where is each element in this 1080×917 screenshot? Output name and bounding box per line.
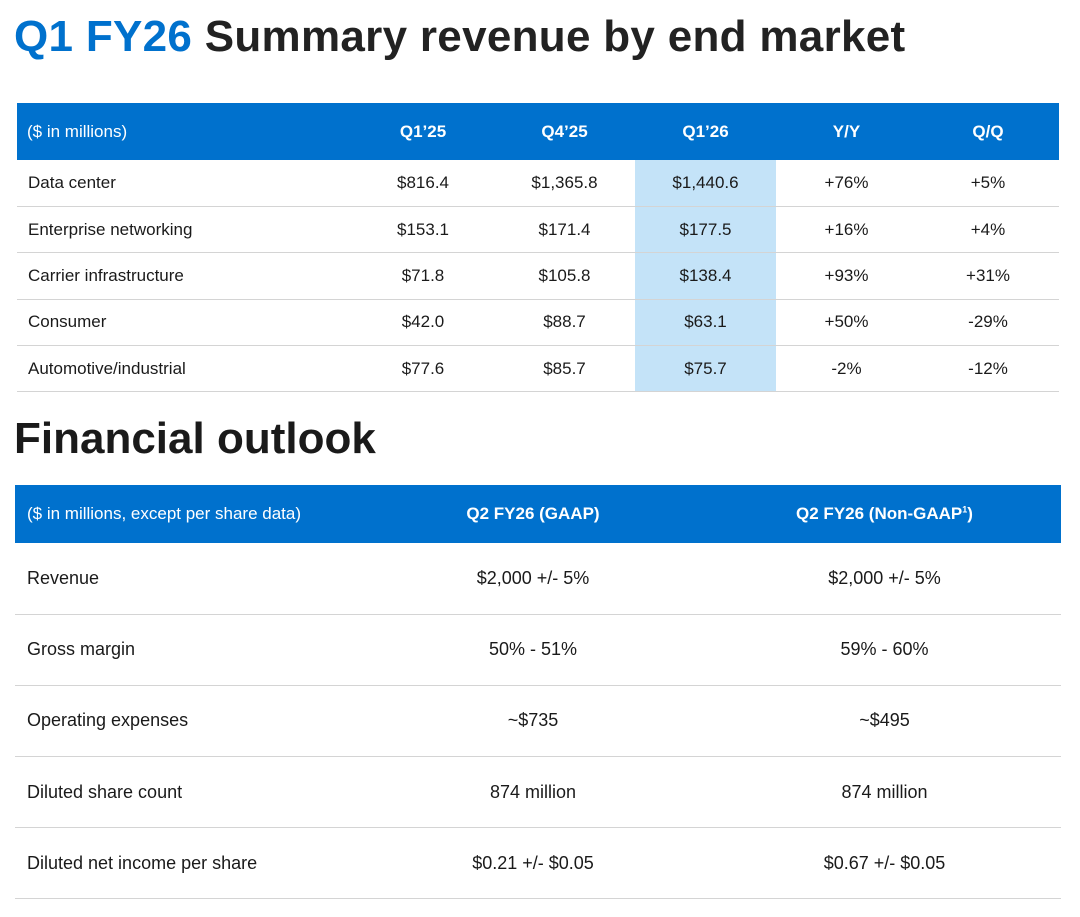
row-label: Data center [17,160,352,207]
cell-non-gaap: $2,000 +/- 5% [708,543,1061,615]
row-label: Gross margin [15,614,358,686]
revenue-header-units: ($ in millions) [17,103,352,160]
cell-yy: -2% [776,345,917,393]
cell-q4-25: $85.7 [494,345,635,393]
cell-non-gaap: $0.67 +/- $0.05 [708,827,1061,900]
revenue-header-q1-26: Q1’26 [635,103,776,160]
cell-q1-26: $138.4 [635,252,776,300]
table-row: Diluted share count 874 million 874 mill… [15,756,1061,829]
outlook-header-gaap: Q2 FY26 (GAAP) [358,485,708,543]
revenue-header-yy: Y/Y [776,103,917,160]
cell-q1-26: $1,440.6 [635,160,776,207]
outlook-header-units: ($ in millions, except per share data) [15,485,358,543]
cell-qq: +31% [917,252,1059,300]
table-row: Enterprise networking $153.1 $171.4 $177… [17,206,1059,254]
cell-q1-25: $77.6 [352,345,494,393]
cell-gaap: $2,000 +/- 5% [358,543,708,615]
table-row: Automotive/industrial $77.6 $85.7 $75.7 … [17,345,1059,393]
table-row: Operating expenses ~$735 ~$495 [15,685,1061,758]
table-row: Gross margin 50% - 51% 59% - 60% [15,614,1061,686]
cell-q1-25: $153.1 [352,206,494,254]
revenue-by-end-market-table: ($ in millions) Q1’25 Q4’25 Q1’26 Y/Y Q/… [17,103,1059,393]
row-label: Carrier infrastructure [17,252,352,300]
cell-gaap: ~$735 [358,685,708,758]
row-label: Diluted net income per share [15,827,358,900]
row-label: Automotive/industrial [17,345,352,393]
table-row: Diluted net income per share $0.21 +/- $… [15,827,1061,900]
cell-q1-26: $75.7 [635,345,776,393]
row-label: Consumer [17,299,352,347]
cell-q1-25: $816.4 [352,160,494,207]
cell-q1-25: $71.8 [352,252,494,300]
row-label: Enterprise networking [17,206,352,254]
cell-yy: +50% [776,299,917,347]
outlook-header-non-gaap: Q2 FY26 (Non-GAAP1) [708,485,1061,543]
cell-q4-25: $1,365.8 [494,160,635,207]
revenue-header-q4-25: Q4’25 [494,103,635,160]
cell-qq: +5% [917,160,1059,207]
cell-yy: +16% [776,206,917,254]
cell-gaap: $0.21 +/- $0.05 [358,827,708,900]
cell-qq: +4% [917,206,1059,254]
outlook-header-non-gaap-label: Q2 FY26 (Non-GAAP [796,504,963,523]
row-label: Revenue [15,543,358,615]
revenue-table-header-row: ($ in millions) Q1’25 Q4’25 Q1’26 Y/Y Q/… [17,103,1059,160]
cell-q4-25: $88.7 [494,299,635,347]
cell-non-gaap: 59% - 60% [708,614,1061,686]
page-title: Q1 FY26 Summary revenue by end market [14,12,906,62]
table-row: Revenue $2,000 +/- 5% $2,000 +/- 5% [15,543,1061,615]
table-row: Consumer $42.0 $88.7 $63.1 +50% -29% [17,299,1059,347]
cell-gaap: 874 million [358,756,708,829]
page-title-accent: Q1 FY26 [14,12,193,61]
cell-gaap: 50% - 51% [358,614,708,686]
row-label: Operating expenses [15,685,358,758]
table-row: Carrier infrastructure $71.8 $105.8 $138… [17,252,1059,300]
revenue-header-qq: Q/Q [917,103,1059,160]
cell-yy: +76% [776,160,917,207]
cell-q1-25: $42.0 [352,299,494,347]
cell-q1-26: $63.1 [635,299,776,347]
cell-qq: -12% [917,345,1059,393]
cell-non-gaap: ~$495 [708,685,1061,758]
page-title-rest: Summary revenue by end market [192,12,906,61]
table-row: Data center $816.4 $1,365.8 $1,440.6 +76… [17,160,1059,207]
revenue-header-q1-25: Q1’25 [352,103,494,160]
row-label: Diluted share count [15,756,358,829]
cell-q4-25: $105.8 [494,252,635,300]
cell-yy: +93% [776,252,917,300]
footnote-marker: 1 [962,504,968,515]
financial-outlook-table: ($ in millions, except per share data) Q… [15,485,1061,900]
cell-qq: -29% [917,299,1059,347]
outlook-header-close: ) [967,504,973,523]
cell-q1-26: $177.5 [635,206,776,254]
cell-q4-25: $171.4 [494,206,635,254]
outlook-title: Financial outlook [14,414,376,463]
cell-non-gaap: 874 million [708,756,1061,829]
outlook-table-header-row: ($ in millions, except per share data) Q… [15,485,1061,543]
